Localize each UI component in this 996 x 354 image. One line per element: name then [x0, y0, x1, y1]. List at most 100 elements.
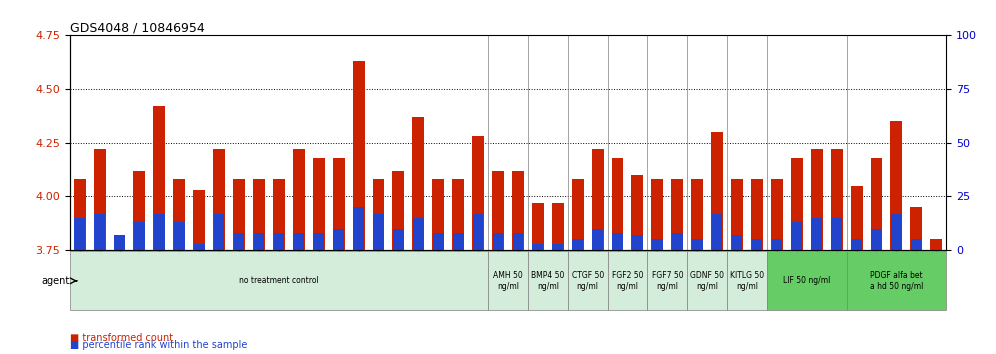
FancyBboxPatch shape — [767, 251, 847, 310]
Bar — [572, 179, 584, 250]
Bar — [133, 171, 145, 250]
Bar — [354, 207, 364, 250]
Text: CTGF 50
ng/ml: CTGF 50 ng/ml — [572, 271, 604, 291]
Bar — [153, 106, 165, 250]
Bar — [253, 179, 265, 250]
Bar — [731, 179, 743, 250]
Bar — [533, 244, 543, 250]
Bar — [811, 149, 823, 250]
Bar — [412, 117, 424, 250]
FancyBboxPatch shape — [488, 251, 528, 310]
Bar — [631, 175, 643, 250]
Bar — [792, 222, 802, 250]
Bar — [392, 171, 404, 250]
Bar — [592, 149, 604, 250]
Bar — [692, 239, 702, 250]
Bar — [871, 158, 882, 250]
Bar — [274, 233, 284, 250]
Bar — [931, 250, 941, 257]
Bar — [333, 158, 345, 250]
Text: LIF 50 ng/ml: LIF 50 ng/ml — [783, 276, 831, 285]
FancyBboxPatch shape — [727, 251, 767, 310]
Bar — [532, 203, 544, 250]
Bar — [751, 179, 763, 250]
FancyBboxPatch shape — [687, 251, 727, 310]
Bar — [891, 214, 901, 250]
Bar — [193, 190, 205, 250]
Bar — [890, 121, 902, 250]
Bar — [672, 233, 682, 250]
Bar — [273, 179, 285, 250]
Text: FGF7 50
ng/ml: FGF7 50 ng/ml — [651, 271, 683, 291]
Bar — [453, 233, 463, 250]
Bar — [752, 239, 762, 250]
Text: PDGF alfa bet
a hd 50 ng/ml: PDGF alfa bet a hd 50 ng/ml — [870, 271, 923, 291]
Bar — [75, 218, 85, 250]
Bar — [214, 214, 224, 250]
Bar — [473, 214, 483, 250]
Bar — [134, 222, 144, 250]
Bar — [254, 233, 264, 250]
Bar — [314, 233, 324, 250]
Bar — [472, 136, 484, 250]
Bar — [910, 207, 922, 250]
Bar — [593, 229, 603, 250]
Bar — [552, 203, 564, 250]
Text: GDNF 50
ng/ml: GDNF 50 ng/ml — [690, 271, 724, 291]
Bar — [154, 214, 164, 250]
Bar — [832, 218, 842, 250]
Bar — [213, 149, 225, 250]
Bar — [930, 239, 942, 250]
Bar — [94, 149, 106, 250]
Bar — [334, 229, 344, 250]
Bar — [851, 186, 863, 250]
Bar — [74, 179, 86, 250]
Text: ■ percentile rank within the sample: ■ percentile rank within the sample — [70, 341, 247, 350]
Text: FGF2 50
ng/ml: FGF2 50 ng/ml — [612, 271, 643, 291]
Bar — [512, 171, 524, 250]
Text: KITLG 50
ng/ml: KITLG 50 ng/ml — [730, 271, 764, 291]
Bar — [711, 132, 723, 250]
Bar — [712, 214, 722, 250]
Bar — [234, 233, 244, 250]
FancyBboxPatch shape — [70, 251, 488, 310]
Text: no treatment control: no treatment control — [239, 276, 319, 285]
Bar — [194, 244, 204, 250]
Bar — [652, 239, 662, 250]
Bar — [632, 235, 642, 250]
Bar — [174, 222, 184, 250]
Text: BMP4 50
ng/ml: BMP4 50 ng/ml — [531, 271, 565, 291]
Bar — [353, 61, 365, 250]
Bar — [852, 239, 862, 250]
Bar — [831, 149, 843, 250]
Bar — [493, 233, 503, 250]
Bar — [772, 239, 782, 250]
Text: GDS4048 / 10846954: GDS4048 / 10846954 — [70, 21, 204, 34]
Bar — [612, 158, 623, 250]
Bar — [671, 179, 683, 250]
Bar — [293, 149, 305, 250]
Bar — [553, 244, 563, 250]
Bar — [513, 233, 523, 250]
Bar — [732, 235, 742, 250]
Bar — [95, 214, 105, 250]
Bar — [373, 179, 384, 250]
Bar — [173, 179, 185, 250]
Text: AMH 50
ng/ml: AMH 50 ng/ml — [493, 271, 523, 291]
Bar — [413, 218, 423, 250]
Bar — [294, 233, 304, 250]
Bar — [573, 239, 583, 250]
FancyBboxPatch shape — [568, 251, 608, 310]
Bar — [233, 179, 245, 250]
FancyBboxPatch shape — [528, 251, 568, 310]
Text: agent: agent — [42, 276, 70, 286]
FancyBboxPatch shape — [847, 251, 946, 310]
Bar — [374, 214, 383, 250]
Bar — [651, 179, 663, 250]
Bar — [691, 179, 703, 250]
Bar — [613, 233, 622, 250]
Text: ■ transformed count: ■ transformed count — [70, 333, 173, 343]
Bar — [492, 171, 504, 250]
Bar — [114, 235, 125, 250]
Bar — [872, 229, 881, 250]
